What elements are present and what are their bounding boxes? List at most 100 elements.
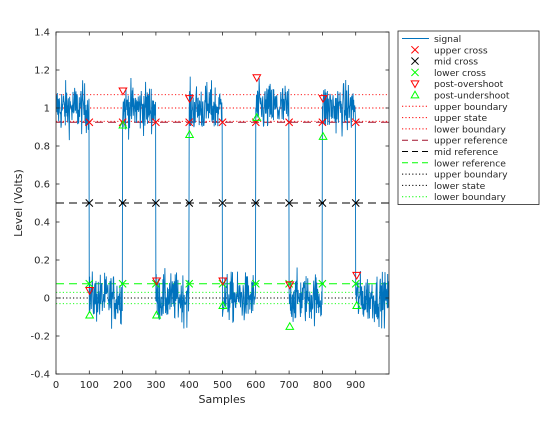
legend-label: upper boundary [434,102,508,113]
x-axis-label: Samples [199,393,246,406]
post-overshoot-marker [84,287,95,296]
x-tick-label: 800 [313,380,332,391]
mid-cross-marker [285,199,294,207]
post-undershoot-marker [151,310,162,319]
legend-item-upper-cross: upper cross [411,45,488,56]
x-tick-label: 600 [246,380,265,391]
post-overshoot-marker [318,95,328,104]
mid-cross-marker [85,199,94,207]
post-undershoot-marker [352,300,362,309]
legend-item-mid-cross: mid cross [411,57,478,68]
lower-cross-marker [318,279,327,288]
legend-item-lower-cross: lower cross [411,68,486,79]
post-overshoot-marker [218,277,228,286]
legend-item-upper-boundary: upper boundary [402,102,508,113]
legend-item-upper-state: upper state [402,113,487,124]
legend-item-lower-boundary: lower boundary [402,124,506,135]
legend-label: mid cross [434,57,478,68]
y-axis-label: Level (Volts) [12,169,25,237]
legend-item-mid-reference: mid reference [402,147,498,158]
post-undershoot-marker [218,300,228,309]
mid-cross-marker [185,199,194,207]
marker-layer [84,74,362,330]
mid-cross-marker [251,199,260,207]
post-overshoot-marker [285,281,295,290]
legend-item-lower-boundary: lower boundary [402,192,506,203]
legend-item-mid-cross-swatch [411,57,419,66]
legend-item-lower-cross-swatch [411,68,419,77]
y-tick-label: 0.2 [34,256,50,267]
legend-label: signal [434,34,461,45]
post-undershoot-marker [84,310,95,319]
x-tick-label: 500 [213,380,232,391]
x-tick-label: 900 [346,380,365,391]
upper-cross-marker [285,118,294,127]
legend-label: lower reference [434,158,506,169]
y-tick-label: 0.6 [34,180,50,191]
y-tick-label: -0.2 [30,332,50,343]
x-tick-label: 0 [53,380,59,391]
legend-label: lower cross [434,68,486,79]
x-tick-label: 400 [180,380,199,391]
upper-cross-marker [151,118,160,127]
legend-label: lower boundary [434,192,506,203]
legend-item-post-undershoot: post-undershoot [410,90,510,102]
legend-item-post-overshoot: post-overshoot [410,79,504,90]
y-tick-label: 0.4 [34,218,50,229]
x-tick-label: 100 [80,380,99,391]
y-tick-label: -0.4 [30,370,50,381]
mid-cross-marker [118,199,127,207]
upper-cross-marker [318,118,327,127]
mid-cross-marker [151,199,160,207]
post-undershoot-marker [285,321,295,330]
lower-cross-marker [251,279,260,288]
legend-label: upper reference [434,136,508,147]
upper-cross-marker [85,118,94,127]
y-tick-label: 1.2 [34,66,50,77]
post-undershoot-marker [252,112,262,121]
x-tick-label: 700 [280,380,299,391]
lower-cross-marker [118,279,127,288]
y-tick-label: 0 [44,294,50,305]
lower-cross-marker [85,279,94,288]
y-tick-label: 0.8 [34,142,50,153]
x-tick-label: 200 [113,380,132,391]
y-ticks: -0.4 -0.2 0 0.2 0.4 0.6 0.8 1 1.2 1.4 [30,28,389,381]
legend-item-upper-boundary: upper boundary [402,170,508,181]
post-undershoot-marker [318,131,328,140]
legend-label: upper state [434,113,487,124]
post-overshoot-marker [184,95,195,104]
legend-label: post-overshoot [434,79,504,90]
post-overshoot-marker [118,87,128,96]
x-tick-label: 300 [146,380,165,391]
legend-item-signal: signal [402,34,461,45]
mid-cross-marker [218,199,227,207]
x-ticks: 0 100 200 300 400 500 600 700 800 900 [53,32,365,391]
legend-box [397,30,540,205]
post-overshoot-marker [352,271,362,281]
legend-label: lower state [434,181,486,192]
y-tick-label: 1.4 [34,28,50,39]
legend-label: lower boundary [434,124,506,135]
legend-item-upper-cross-swatch [411,45,419,54]
mid-cross-marker [318,199,327,207]
signal-line [56,76,389,329]
legend-label: mid reference [434,147,498,158]
upper-cross-marker [218,118,227,127]
y-tick-label: 1 [44,104,50,115]
upper-cross-marker [185,118,194,127]
legend-item-upper-reference: upper reference [402,136,508,147]
lower-cross-marker [185,279,194,288]
legend-item-lower-state: lower state [402,181,486,192]
legend-label: upper boundary [434,170,508,181]
legend-item-post-undershoot-swatch [410,90,420,99]
post-undershoot-marker [184,129,195,138]
legend-item-post-overshoot-swatch [410,80,420,89]
legend-label: upper cross [434,45,488,56]
legend-item-lower-reference: lower reference [402,158,506,169]
mid-cross-marker [351,199,360,207]
upper-cross-marker [351,118,360,127]
lower-cross-marker [351,279,360,288]
